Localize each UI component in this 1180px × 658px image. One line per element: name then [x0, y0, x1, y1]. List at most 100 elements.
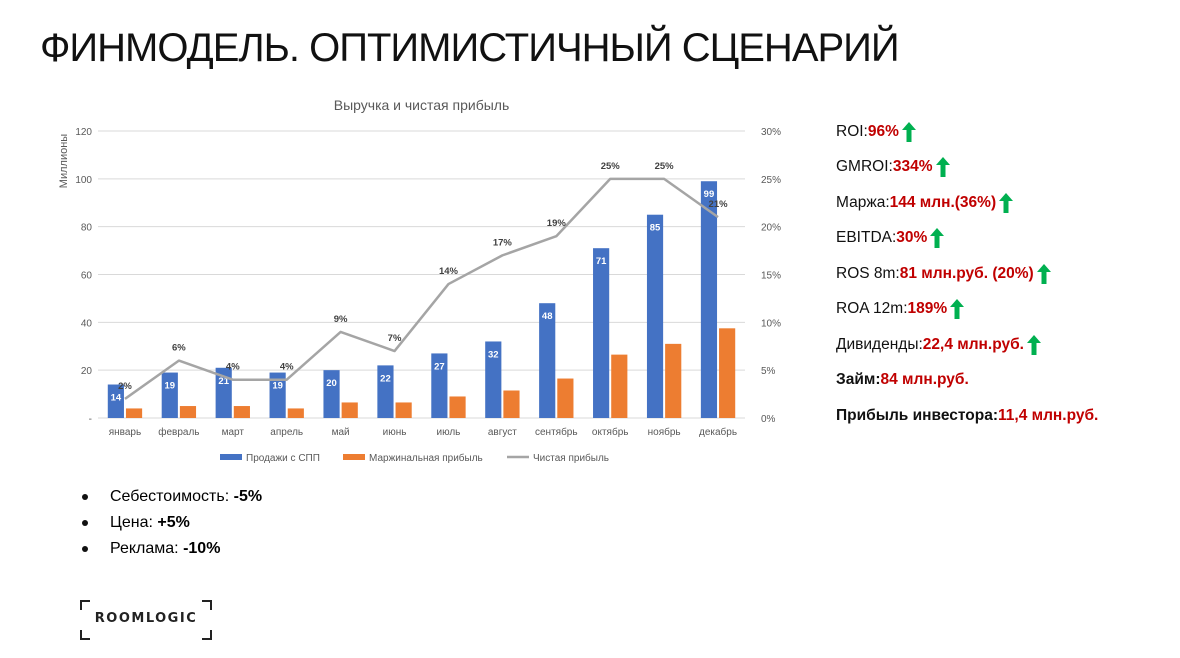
y-tick-label: 40 — [81, 318, 93, 329]
bar-sales — [377, 365, 394, 418]
y-tick-label: 20 — [81, 366, 93, 377]
assumption-value: -10% — [183, 540, 221, 557]
line-data-label: 25% — [655, 161, 675, 172]
assumption-label: Цена: — [110, 514, 153, 531]
kpi-label: Займ: — [836, 371, 881, 389]
x-tick-label: сентябрь — [535, 426, 578, 438]
y2-tick-label: 10% — [761, 318, 781, 329]
assumption-value: +5% — [157, 514, 190, 531]
line-net-profit — [124, 177, 719, 400]
kpi-label: ROA 12m: — [836, 300, 908, 318]
y2-tick-label: 30% — [761, 127, 781, 138]
kpi-item: Маржа: 144 млн.(36%) — [836, 185, 1176, 221]
kpi-value: 96% — [867, 122, 899, 140]
bar-sales — [323, 370, 340, 418]
bar-data-label: 48 — [542, 311, 553, 322]
bar-margin — [503, 390, 520, 418]
kpi-label: EBITDA: — [836, 229, 897, 247]
bar-sales — [269, 372, 286, 418]
revenue-profit-chart: Выручка и чистая прибыль Миллионы - 20 40 60 8… — [58, 97, 781, 464]
list-item: Реклама: -10% — [82, 536, 262, 562]
bar-data-label: 85 — [650, 223, 661, 234]
assumption-label: Реклама: — [110, 540, 179, 557]
kpi-item: EBITDA: 30% — [836, 221, 1176, 257]
bullet-icon — [82, 546, 88, 552]
kpi-value: 84 млн.руб. — [880, 371, 969, 389]
kpi-item: ROI: 96% — [836, 114, 1176, 150]
x-tick-label: июль — [436, 427, 460, 438]
kpi-label: GMROI: — [836, 158, 893, 176]
kpi-item: ROA 12m: 189% — [836, 292, 1176, 328]
y2-tick-label: 15% — [761, 271, 781, 282]
up-arrow-icon — [950, 299, 965, 320]
bar-sales — [215, 367, 232, 418]
y-tick-label: 80 — [81, 223, 93, 234]
bar-margin — [233, 406, 250, 418]
x-tick-label: март — [222, 427, 245, 438]
logo-corner — [80, 630, 90, 640]
line-data-label: 9% — [334, 314, 348, 325]
bar-sales — [485, 341, 502, 418]
y-tick-label: 120 — [75, 127, 92, 138]
bar-margin — [125, 408, 143, 418]
x-tick-label: май — [332, 427, 350, 438]
legend-label: Продажи с СПП — [246, 453, 320, 464]
bar-sales — [700, 181, 718, 418]
bar-margin — [179, 406, 197, 418]
up-arrow-icon — [999, 192, 1014, 213]
up-arrow-icon — [930, 228, 945, 249]
logo-corner — [202, 600, 212, 610]
y-tick-label: - — [89, 414, 92, 425]
logo-text: ROOMLOGIC — [94, 611, 198, 626]
kpi-label: Дивиденды: — [836, 335, 923, 353]
x-tick-label: апрель — [270, 427, 303, 438]
bullet-icon — [82, 520, 88, 526]
line-data-label: 2% — [118, 381, 132, 392]
kpi-value: 189% — [907, 300, 948, 318]
y2-tick-label: 25% — [761, 175, 781, 186]
logo-corner — [202, 630, 212, 640]
kpi-value: 30% — [896, 229, 928, 247]
legend-label: Чистая прибыль — [533, 452, 609, 464]
bar-margin — [611, 354, 628, 418]
y-tick-label: 100 — [75, 175, 92, 186]
y2-tick-label: 20% — [761, 223, 781, 234]
y2-tick-label: 5% — [761, 366, 776, 377]
bar-margin — [341, 402, 358, 418]
bullet-icon — [82, 494, 88, 500]
kpi-value: 334% — [892, 158, 933, 176]
kpi-label: ROI: — [836, 122, 868, 140]
bar-data-label: 32 — [488, 349, 499, 360]
up-arrow-icon — [901, 121, 916, 142]
kpi-item: GMROI: 334% — [836, 150, 1176, 186]
kpi-item: Прибыль инвестора: 11,4 млн.руб. — [836, 398, 1176, 434]
legend-label: Маржинальная прибыль — [369, 452, 483, 464]
bar-data-label: 21 — [218, 376, 229, 387]
bar-sales — [539, 303, 556, 418]
line-data-label: 7% — [388, 333, 402, 344]
kpi-label: ROS 8m: — [836, 264, 900, 282]
y-axis-label: Миллионы — [58, 134, 70, 188]
kpi-value: 144 млн.(36%) — [889, 193, 997, 211]
x-tick-label: октябрь — [592, 426, 629, 438]
roomlogic-logo: ROOMLOGIC — [80, 600, 212, 640]
list-item: Цена: +5% — [82, 510, 262, 536]
legend-swatch — [220, 454, 242, 460]
bar-data-label: 71 — [596, 256, 607, 267]
bar-margin — [287, 408, 304, 418]
y-tick-label: 60 — [81, 271, 93, 282]
bar-margin — [449, 396, 466, 418]
kpi-item: Дивиденды: 22,4 млн.руб. — [836, 327, 1176, 363]
kpi-label: Маржа: — [836, 193, 890, 211]
kpi-item: Займ: 84 млн.руб. — [836, 363, 1176, 399]
line-data-label: 21% — [709, 199, 729, 210]
kpi-label: Прибыль инвестора: — [836, 406, 998, 424]
line-data-label: 14% — [439, 266, 459, 277]
bar-data-label: 19 — [164, 381, 175, 392]
bar-sales — [431, 353, 448, 418]
bar-sales — [107, 384, 124, 418]
kpi-item: ROS 8m: 81 млн.руб. (20%) — [836, 256, 1176, 292]
line-data-label: 19% — [547, 218, 567, 229]
x-tick-label: ноябрь — [648, 426, 681, 438]
assumption-label: Себестоимость: — [110, 488, 230, 505]
